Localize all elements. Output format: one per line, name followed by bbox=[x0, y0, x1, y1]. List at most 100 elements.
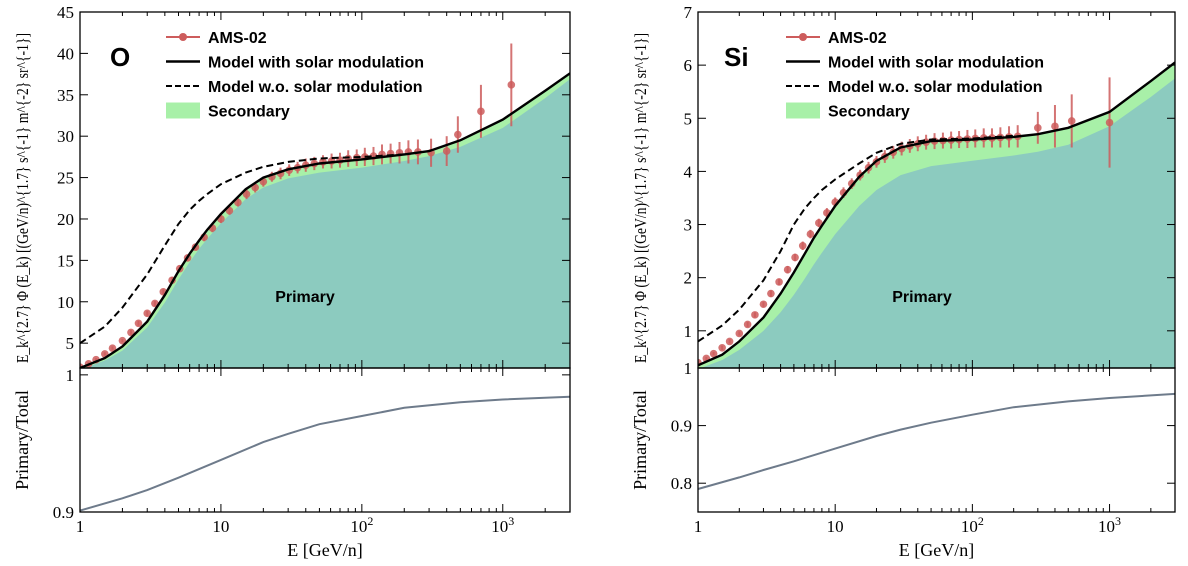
ams02-point bbox=[751, 311, 759, 319]
ams02-point bbox=[725, 337, 734, 346]
chart-panel-o: 1 10 102 103 E [GeV/n] 5 10 15 20 25 30 35 40 45 E_k^{… bbox=[12, 3, 571, 560]
y-tick-label: 4 bbox=[684, 162, 693, 181]
y-tick-label: 35 bbox=[57, 86, 74, 105]
x-tick-label: 102 bbox=[350, 514, 373, 536]
y-tick-label: 15 bbox=[57, 251, 74, 270]
model-wo-solar-line bbox=[80, 153, 405, 345]
ams02-point bbox=[775, 278, 783, 286]
ams02-point bbox=[242, 190, 251, 198]
y-tick-label: 30 bbox=[57, 127, 74, 146]
x-axis: 1 10 102 103 E [GeV/n] bbox=[694, 12, 1176, 560]
ams02-point bbox=[1067, 117, 1076, 125]
ams02-series bbox=[698, 77, 1114, 367]
legend-ams-marker bbox=[179, 33, 187, 41]
ams02-point bbox=[477, 107, 485, 116]
x-axis-label: E [GeV/n] bbox=[287, 540, 362, 560]
legend: AMS-02 Model with solar modulation Model w… bbox=[786, 30, 1044, 121]
legend: AMS-02 Model with solar modulation Model w… bbox=[166, 30, 424, 121]
x-tick-label: 103 bbox=[1098, 514, 1121, 536]
ams02-point bbox=[143, 309, 152, 318]
x-tick-label: 1 bbox=[76, 517, 85, 536]
panel-label: O bbox=[110, 42, 130, 72]
model-solar-line bbox=[80, 72, 570, 368]
ratio-line bbox=[697, 392, 1176, 490]
y-tick-label: 5 bbox=[684, 109, 693, 128]
ams02-point bbox=[759, 300, 768, 309]
y-tick-label: 10 bbox=[57, 293, 74, 312]
plot-area bbox=[698, 61, 1175, 368]
x-tick-label: 103 bbox=[491, 514, 514, 536]
primary-area bbox=[698, 78, 1175, 368]
legend-secondary-swatch bbox=[786, 102, 820, 119]
ams02-point bbox=[134, 319, 143, 328]
ams02-point bbox=[767, 289, 775, 298]
x-axis: 1 10 102 103 E [GeV/n] bbox=[76, 12, 571, 560]
y-tick-label: 1 bbox=[684, 322, 693, 341]
ams02-point bbox=[798, 241, 807, 250]
ams02-point bbox=[718, 344, 726, 352]
ams02-point bbox=[709, 349, 718, 358]
ams02-point bbox=[1105, 118, 1114, 127]
ams02-point bbox=[454, 130, 462, 139]
legend-secondary-swatch bbox=[166, 102, 200, 119]
ams02-point bbox=[1034, 124, 1042, 132]
y-tick-label: 6 bbox=[684, 56, 693, 75]
bottom-frame bbox=[79, 367, 571, 513]
legend-secondary-label: Secondary bbox=[208, 104, 290, 121]
x-tick-label: 10 bbox=[827, 517, 844, 536]
legend-model-wo-label: Model w.o. solar modulation bbox=[828, 79, 1043, 96]
primary-region-label: Primary bbox=[892, 289, 952, 306]
y-tick-label: 2 bbox=[684, 269, 693, 288]
ams02-point bbox=[815, 219, 823, 227]
model-solar-line bbox=[698, 61, 1175, 367]
ams02-point bbox=[791, 253, 799, 262]
ams02-point bbox=[1051, 122, 1059, 131]
y-tick-label: 1 bbox=[684, 359, 693, 378]
y-tick-label: 7 bbox=[684, 3, 693, 22]
ams02-point bbox=[783, 265, 792, 274]
ams02-point bbox=[118, 336, 127, 345]
ams02-point bbox=[735, 329, 744, 338]
legend-ams-label: AMS-02 bbox=[828, 30, 887, 47]
legend-model-label: Model with solar modulation bbox=[828, 55, 1044, 72]
x-tick-label: 102 bbox=[961, 514, 984, 536]
y-tick-label: 0.9 bbox=[53, 503, 74, 522]
bottom-frame bbox=[697, 367, 1176, 513]
y-tick-label: 40 bbox=[57, 44, 74, 63]
legend-secondary-label: Secondary bbox=[828, 104, 910, 121]
x-tick-label: 10 bbox=[212, 517, 229, 536]
ams02-point bbox=[507, 81, 516, 89]
ratio-axis-label: Primary/Total bbox=[12, 390, 32, 490]
ams02-point bbox=[442, 147, 451, 155]
y-tick-label: 25 bbox=[57, 169, 74, 188]
y-axis-label: E_k^{2.7} Φ (E_k) [(GeV/n)^{1.7} s^{-1} … bbox=[631, 33, 650, 363]
legend-model-wo-label: Model w.o. solar modulation bbox=[208, 79, 423, 96]
y-axis-top: 1 2 3 4 5 6 7 E_k^{2.7} Φ (E_k) [(GeV/n)^{1.7} … bbox=[631, 3, 1175, 363]
ams02-point bbox=[806, 230, 815, 238]
legend-ams-label: AMS-02 bbox=[208, 30, 267, 47]
y-axis-top: 5 10 15 20 25 30 35 40 45 E_k^{2.7} Φ (E_k) [(GeV… bbox=[13, 3, 570, 363]
y-axis-label: E_k^{2.7} Φ (E_k) [(GeV/n)^{1.7} s^{-1} … bbox=[13, 33, 32, 363]
y-tick-label: 0.9 bbox=[671, 417, 692, 436]
y-tick-label: 5 bbox=[66, 334, 75, 353]
legend-model-label: Model with solar modulation bbox=[208, 55, 424, 72]
x-tick-label: 1 bbox=[694, 517, 703, 536]
ams02-point bbox=[743, 320, 752, 329]
model-wo-solar-line bbox=[698, 134, 1014, 343]
plot-area bbox=[80, 43, 570, 368]
primary-region-label: Primary bbox=[275, 289, 335, 306]
panel-label: Si bbox=[724, 42, 749, 72]
y-tick-label: 1 bbox=[66, 366, 75, 385]
y-tick-label: 20 bbox=[57, 210, 74, 229]
legend-ams-marker bbox=[799, 33, 807, 41]
ratio-axis-label: Primary/Total bbox=[630, 390, 650, 490]
y-tick-label: 45 bbox=[57, 3, 74, 22]
ratio-line bbox=[79, 395, 571, 512]
x-axis-label: E [GeV/n] bbox=[899, 540, 974, 560]
y-axis-bottom: 0.9 1 Primary/Total bbox=[12, 366, 570, 522]
y-tick-label: 3 bbox=[684, 216, 693, 235]
ams02-point bbox=[108, 344, 117, 352]
chart-panel-si: 1 10 102 103 E [GeV/n] 1 2 3 4 5 6 7 E_k^{2.7} Φ (E_… bbox=[630, 3, 1176, 560]
y-axis-bottom: 0.8 0.9 1 Primary/Total bbox=[630, 359, 1175, 493]
